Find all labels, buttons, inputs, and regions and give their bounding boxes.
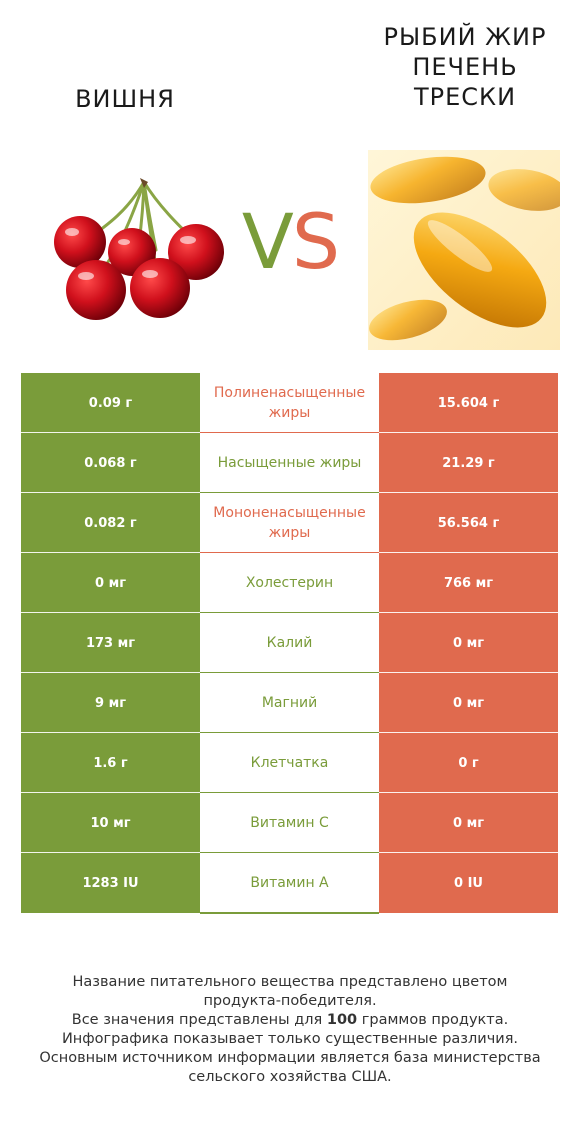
table-row: 9 мг Магний 0 мг xyxy=(21,673,558,734)
right-value: 21.29 г xyxy=(379,433,558,493)
right-value: 0 г xyxy=(379,733,558,793)
left-product-title: ВИШНЯ xyxy=(75,85,175,113)
nutrient-name: Полиненасыщенные жиры xyxy=(200,373,379,433)
cherry-image xyxy=(54,178,224,320)
nutrient-name: Клетчатка xyxy=(200,733,379,793)
table-row: 1.6 г Клетчатка 0 г xyxy=(21,733,558,794)
right-value: 15.604 г xyxy=(379,373,558,433)
nutrient-name: Витамин C xyxy=(200,793,379,853)
footer-line: Название питательного вещества представл… xyxy=(72,974,508,990)
table-row: 173 мг Калий 0 мг xyxy=(21,613,558,674)
vs-label: VS xyxy=(241,197,340,286)
fish-oil-capsules-image xyxy=(368,150,560,350)
footer-line: Инфографика показывает только существенн… xyxy=(61,1031,519,1047)
left-value: 9 мг xyxy=(21,673,200,733)
footer-note: Название питательного вещества представл… xyxy=(20,973,560,1087)
footer-line: Все значения представлены для 100 граммо… xyxy=(71,1012,509,1028)
left-value: 0.09 г xyxy=(21,373,200,433)
nutrient-name: Магний xyxy=(200,673,379,733)
left-value: 1283 IU xyxy=(21,853,200,913)
nutrient-name: Витамин A xyxy=(200,853,379,913)
nutrient-name: Мононенасыщенные жиры xyxy=(200,493,379,553)
right-value: 766 мг xyxy=(379,553,558,613)
nutrient-name: Насыщенные жиры xyxy=(200,433,379,493)
table-row: 0 мг Холестерин 766 мг xyxy=(21,553,558,614)
left-value: 0 мг xyxy=(21,553,200,613)
right-value: 56.564 г xyxy=(379,493,558,553)
left-value: 10 мг xyxy=(21,793,200,853)
nutrient-name: Калий xyxy=(200,613,379,673)
right-product-title: РЫБИЙ ЖИР ПЕЧЕНЬ ТРЕСКИ xyxy=(383,23,547,111)
right-value: 0 мг xyxy=(379,673,558,733)
left-value: 1.6 г xyxy=(21,733,200,793)
comparison-table: 0.09 г Полиненасыщенные жиры 15.604 г 0.068… xyxy=(21,373,558,914)
left-value: 0.082 г xyxy=(21,493,200,553)
footer-line: сельского хозяйства США. xyxy=(188,1069,392,1085)
right-value: 0 мг xyxy=(379,793,558,853)
right-value: 0 IU xyxy=(379,853,558,913)
footer-line: продукта-победителя. xyxy=(203,993,377,1009)
footer-line: Основным источником информации является … xyxy=(39,1050,541,1066)
table-row: 0.09 г Полиненасыщенные жиры 15.604 г xyxy=(21,373,558,434)
table-row: 0.068 г Насыщенные жиры 21.29 г xyxy=(21,433,558,494)
left-value: 0.068 г xyxy=(21,433,200,493)
table-row: 0.082 г Мононенасыщенные жиры 56.564 г xyxy=(21,493,558,554)
right-value: 0 мг xyxy=(379,613,558,673)
left-value: 173 мг xyxy=(21,613,200,673)
nutrient-name: Холестерин xyxy=(200,553,379,613)
